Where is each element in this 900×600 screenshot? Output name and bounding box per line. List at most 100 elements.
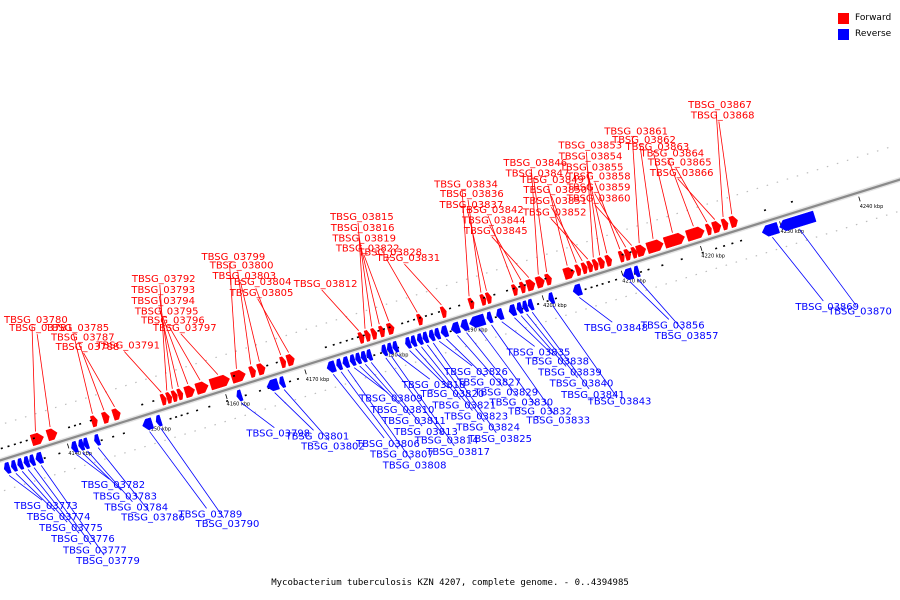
gene-label-tbsg-03854[interactable]: TBSG_03854: [558, 152, 623, 163]
gene-label-tbsg-03865[interactable]: TBSG_03865: [647, 157, 712, 168]
gene-label-tbsg-03831[interactable]: TBSG_03831: [375, 253, 440, 264]
gene-arrow-tbsg-03791[interactable]: [159, 393, 167, 406]
gene-arrow-tbsg-03867[interactable]: [720, 218, 729, 231]
gene-label-tbsg-03784[interactable]: TBSG_03784: [103, 503, 168, 514]
gene-arrow-tbsg-03775[interactable]: [17, 457, 25, 470]
gene-label-tbsg-03815[interactable]: TBSG_03815: [329, 212, 394, 223]
gene-arrow-tbsg-03798[interactable]: [236, 389, 244, 402]
gene-label-tbsg-03863[interactable]: TBSG_03863: [625, 142, 690, 153]
gene-label-tbsg-03813[interactable]: TBSG_03813: [393, 427, 458, 438]
gene-arrow-tbsg-03813[interactable]: [366, 348, 374, 361]
gene-arrow-tbsg-03810[interactable]: [355, 352, 363, 365]
gene-label-tbsg-03859[interactable]: TBSG_03859: [566, 183, 631, 194]
gene-label-tbsg-03794[interactable]: TBSG_03794: [130, 296, 195, 307]
gene-arrow-tbsg-03842[interactable]: [510, 284, 518, 297]
gene-label-tbsg-03821[interactable]: TBSG_03821: [431, 400, 496, 411]
gene-label-tbsg-03862[interactable]: TBSG_03862: [611, 135, 676, 146]
gene-label-tbsg-03870[interactable]: TBSG_03870: [827, 307, 892, 318]
gene-label-tbsg-03810[interactable]: TBSG_03810: [370, 405, 435, 416]
gene-arrow-tbsg-03808[interactable]: [342, 356, 351, 369]
gene-arrow-tbsg-03856[interactable]: [622, 267, 635, 281]
gene-label-tbsg-03834[interactable]: TBSG_03834: [433, 179, 498, 190]
gene-arrow-tbsg-03790[interactable]: [155, 414, 163, 427]
gene-label-tbsg-03824[interactable]: TBSG_03824: [455, 423, 520, 434]
gene-label-tbsg-03856[interactable]: TBSG_03856: [640, 320, 705, 331]
gene-arrow-tbsg-03777[interactable]: [29, 454, 37, 467]
gene-arrow-tbsg-03815[interactable]: [363, 330, 371, 342]
gene-arrow-tbsg-03847[interactable]: [544, 273, 552, 286]
gene-arrow-tbsg-03802[interactable]: [279, 376, 287, 388]
gene-arrow-tbsg-03866[interactable]: [711, 221, 722, 234]
gene-label-tbsg-03809[interactable]: TBSG_03809: [358, 393, 423, 404]
gene-label-tbsg-03791[interactable]: TBSG_03791: [95, 341, 160, 352]
gene-arrow-tbsg-03807[interactable]: [336, 358, 344, 371]
gene-label-tbsg-03837[interactable]: TBSG_03837: [439, 200, 504, 211]
gene-label-tbsg-03785[interactable]: TBSG_03785: [44, 323, 109, 334]
gene-label-tbsg-03864[interactable]: TBSG_03864: [639, 148, 704, 159]
gene-arrow-tbsg-03822[interactable]: [385, 322, 395, 336]
gene-arrow-tbsg-03844[interactable]: [518, 281, 526, 294]
gene-arrow-tbsg-03801[interactable]: [266, 378, 280, 392]
gene-label-tbsg-03826[interactable]: TBSG_03826: [443, 367, 508, 378]
gene-arrow-tbsg-03850[interactable]: [574, 264, 582, 277]
gene-label-tbsg-03852[interactable]: TBSG_03852: [522, 207, 587, 218]
gene-label-tbsg-03812[interactable]: TBSG_03812: [293, 279, 358, 290]
gene-arrow-tbsg-03811[interactable]: [360, 350, 368, 363]
gene-label-tbsg-03793[interactable]: TBSG_03793: [130, 285, 195, 296]
gene-arrow-tbsg-03823[interactable]: [416, 333, 424, 346]
gene-arrow-tbsg-03793[interactable]: [170, 390, 178, 403]
gene-arrow-tbsg-03779[interactable]: [35, 451, 45, 464]
gene-label-tbsg-03822[interactable]: TBSG_03822: [335, 244, 400, 255]
gene-label-tbsg-03825[interactable]: TBSG_03825: [467, 434, 532, 445]
gene-label-tbsg-03840[interactable]: TBSG_03840: [549, 379, 614, 390]
gene-label-tbsg-03832[interactable]: TBSG_03832: [507, 406, 572, 417]
gene-label-tbsg-03861[interactable]: TBSG_03861: [603, 126, 668, 137]
gene-arrow-tbsg-03857[interactable]: [633, 265, 641, 278]
gene-label-tbsg-03850[interactable]: TBSG_03850: [522, 185, 587, 196]
gene-label-tbsg-03847[interactable]: TBSG_03847: [505, 168, 570, 179]
gene-arrow-tbsg-03799[interactable]: [229, 369, 246, 384]
gene-arrow-tbsg-03800[interactable]: [248, 365, 256, 379]
gene-arrow-tbsg-03784[interactable]: [83, 437, 91, 450]
gene-arrow-tbsg-03794[interactable]: [176, 388, 184, 401]
gene-arrow-tbsg-03839[interactable]: [516, 301, 524, 314]
gene-label-tbsg-03795[interactable]: TBSG_03795: [134, 306, 199, 317]
gene-label-tbsg-03820[interactable]: TBSG_03820: [420, 389, 485, 400]
gene-arrow-tbsg-03796[interactable]: [194, 381, 209, 395]
gene-label-tbsg-03843[interactable]: TBSG_03843: [587, 397, 652, 408]
gene-label-tbsg-03811[interactable]: TBSG_03811: [381, 416, 446, 427]
gene-arrow-tbsg-03781[interactable]: [45, 428, 58, 442]
gene-label-tbsg-03804[interactable]: TBSG_03804: [227, 277, 292, 288]
gene-arrow-tbsg-03837[interactable]: [484, 292, 492, 305]
gene-label-tbsg-03789[interactable]: TBSG_03789: [178, 509, 243, 520]
gene-arrow-tbsg-03848[interactable]: [572, 283, 584, 296]
gene-arrow-tbsg-03836[interactable]: [479, 293, 487, 306]
gene-label-tbsg-03855[interactable]: TBSG_03855: [559, 162, 624, 173]
gene-label-tbsg-03783[interactable]: TBSG_03783: [92, 491, 157, 502]
gene-label-tbsg-03830[interactable]: TBSG_03830: [488, 397, 553, 408]
gene-arrow-tbsg-03869[interactable]: [761, 221, 781, 237]
gene-label-tbsg-03838[interactable]: TBSG_03838: [524, 356, 589, 367]
gene-label-tbsg-03857[interactable]: TBSG_03857: [654, 331, 719, 342]
gene-label-tbsg-03779[interactable]: TBSG_03779: [75, 556, 140, 567]
gene-arrow-tbsg-03826[interactable]: [434, 327, 442, 340]
gene-arrow-tbsg-03792[interactable]: [165, 392, 173, 404]
gene-label-tbsg-03839[interactable]: TBSG_03839: [537, 367, 602, 378]
gene-arrow-tbsg-03851[interactable]: [580, 262, 588, 275]
gene-arrow-tbsg-03865[interactable]: [704, 223, 712, 236]
gene-label-tbsg-03867[interactable]: TBSG_03867: [687, 100, 752, 111]
gene-arrow-tbsg-03795[interactable]: [183, 385, 196, 399]
gene-arrow-tbsg-03782[interactable]: [71, 440, 79, 453]
gene-arrow-tbsg-03809[interactable]: [349, 354, 357, 367]
gene-arrow-tbsg-03816[interactable]: [370, 328, 378, 340]
gene-arrow-tbsg-03832[interactable]: [469, 313, 487, 328]
gene-arrow-tbsg-03817[interactable]: [386, 342, 394, 355]
gene-label-tbsg-03782[interactable]: TBSG_03782: [80, 480, 145, 491]
gene-label-tbsg-03776[interactable]: TBSG_03776: [50, 534, 115, 545]
gene-arrow-tbsg-03814[interactable]: [381, 344, 389, 357]
gene-arrow-tbsg-03787[interactable]: [100, 411, 110, 424]
gene-label-tbsg-03829[interactable]: TBSG_03829: [473, 387, 538, 398]
gene-label-tbsg-03846[interactable]: TBSG_03846: [502, 158, 567, 169]
gene-arrow-tbsg-03864[interactable]: [684, 226, 705, 242]
gene-arrow-tbsg-03861[interactable]: [635, 244, 647, 258]
